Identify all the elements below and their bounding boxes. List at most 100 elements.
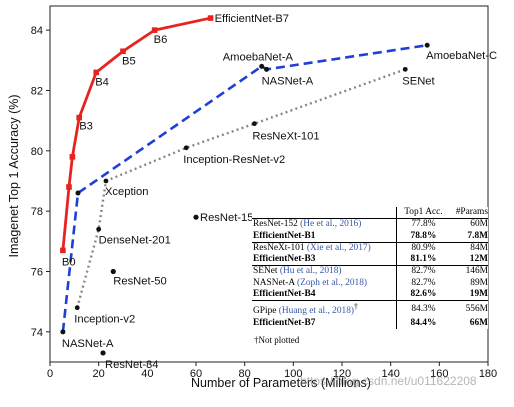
data-point	[183, 145, 189, 151]
data-point	[66, 184, 72, 190]
table-row: EfficientNet-B7 84.4% 66M	[252, 317, 488, 330]
table-row: SENet (Hu et al., 2018) 82.7% 146M	[252, 265, 488, 278]
model-name: EfficientNet-B4	[253, 289, 316, 300]
point-label: AmoebaNet-C	[426, 50, 497, 62]
y-tick-label: 74	[31, 327, 43, 339]
table-row: ResNet-152 (He et al., 2016) 77.8% 60M	[252, 218, 488, 231]
table-cell-accuracy: 82.7%	[395, 265, 448, 278]
point-label: AmoebaNet-A	[223, 51, 294, 63]
y-tick-label: 80	[31, 146, 43, 158]
table-cell-params: 556M	[447, 300, 488, 318]
data-point	[151, 27, 158, 33]
point-label: NASNet-A	[62, 338, 114, 350]
model-name: EfficientNet-B3	[253, 254, 316, 265]
point-label: ResNeXt-101	[252, 131, 319, 143]
table-cell-model: ResNet-152 (He et al., 2016)	[252, 218, 397, 231]
table-cell-params: 66M	[469, 317, 488, 328]
table-cell-accuracy: 78.8%	[395, 230, 448, 243]
axes: 0 20 40 60 80 100 120 140 160 180 74 76 78 80 82 84	[31, 5, 497, 380]
table-header-cell: #Params	[455, 207, 488, 217]
model-citation: (Hu et al., 2018)	[279, 266, 342, 277]
table-cell-params: 7.8M	[467, 230, 488, 241]
table-header-row: Top1 Acc. #Params	[252, 207, 488, 219]
watermark: https://blog.csdn.net/u011622208	[300, 374, 477, 388]
model-name: EfficientNet-B7	[253, 317, 316, 328]
table-cell-accuracy: 77.8%	[395, 218, 448, 231]
table-cell-accuracy: 82.6%	[395, 289, 448, 301]
table-row: GPipe (Huang et al., 2018)† 84.3% 556M	[252, 300, 488, 318]
y-tick-label: 76	[31, 266, 43, 278]
x-tick-label: 180	[479, 368, 497, 380]
data-point	[120, 48, 126, 55]
table-row: NASNet-A (Zoph et al., 2018) 82.7% 89M	[252, 277, 488, 290]
table-cell-model: EfficientNet-B1	[252, 231, 396, 243]
table-cell-params: 84M	[447, 241, 488, 255]
plot-frame	[49, 5, 489, 363]
y-tick-label: 84	[31, 25, 43, 37]
table-row: ResNeXt-101 (Xie et al., 2017) 80.9% 84M	[252, 241, 488, 255]
point-label: B0	[62, 256, 76, 268]
data-point	[60, 247, 66, 254]
point-labels: B0 B3 B4 B5 B6 EfficientNet-B7 NASNet-A AmoebaN…	[62, 13, 497, 371]
data-point	[207, 15, 214, 21]
x-tick-label: 40	[141, 368, 153, 380]
x-tick-label: 80	[239, 368, 251, 380]
table-cell-params: 19M	[469, 289, 488, 300]
point-label: ResNet-50	[113, 275, 166, 287]
point-label: ResNet-34	[105, 359, 158, 371]
data-point	[75, 190, 81, 196]
table-cell-accuracy: 80.9%	[395, 241, 448, 255]
data-point	[69, 154, 76, 160]
series-line-efficientnet	[61, 16, 211, 251]
x-tick-label: 0	[47, 368, 53, 380]
data-point	[252, 121, 257, 127]
table-cell-accuracy: 81.1%	[395, 254, 448, 266]
data-point	[193, 214, 199, 220]
data-point	[402, 66, 408, 72]
model-name: EfficientNet-B1	[253, 230, 316, 241]
point-label: NASNet-A	[262, 75, 314, 87]
not-plotted-mark: †	[354, 302, 358, 312]
series-line-nas	[61, 43, 428, 332]
table-cell-model: GPipe (Huang et al., 2018)†	[252, 300, 397, 318]
point-label: Xception	[105, 186, 149, 198]
table-cell-params: 146M	[447, 265, 488, 278]
x-tick-label: 20	[93, 368, 105, 380]
data-point	[76, 114, 82, 121]
data-point	[424, 42, 430, 48]
data-point	[264, 66, 270, 72]
table-row: EfficientNet-B4 82.6% 19M	[252, 289, 488, 301]
model-citation: (Zoph et al., 2018)	[297, 277, 368, 288]
data-point	[96, 226, 102, 232]
series-lines	[61, 16, 428, 332]
point-label: SENet	[402, 75, 435, 87]
point-label: B3	[79, 121, 93, 133]
table-cell-model: ResNeXt-101 (Xie et al., 2017)	[252, 241, 397, 255]
table-cell-accuracy: 84.4%	[395, 317, 448, 330]
y-tick-label: 82	[31, 85, 43, 97]
table-cell-model: NASNet-A (Zoph et al., 2018)	[252, 278, 396, 289]
data-point	[103, 178, 109, 184]
point-label: B5	[122, 55, 136, 67]
data-point	[74, 305, 80, 311]
table-cell-accuracy: 84.3%	[395, 300, 448, 318]
model-citation: (Xie et al., 2017)	[306, 242, 371, 253]
table-cell-model: EfficientNet-B3	[252, 254, 396, 266]
table-cell-params: 12M	[469, 254, 488, 265]
model-name: SENet	[253, 266, 278, 277]
point-label: EfficientNet-B7	[215, 13, 289, 25]
data-point	[259, 63, 265, 69]
model-citation: (Huang et al., 2018)	[278, 306, 355, 317]
x-tick-label: 60	[190, 368, 202, 380]
table-cell-model: EfficientNet-B7	[252, 318, 396, 329]
y-axis-label: Imagenet Top 1 Accuracy (%)	[7, 94, 21, 257]
model-name: NASNet-A	[253, 277, 295, 288]
table-cell-accuracy: 82.7%	[395, 277, 448, 290]
table-cell-params: 89M	[470, 277, 488, 288]
model-name: GPipe	[253, 306, 277, 317]
data-point	[93, 69, 100, 76]
table-cell-model: SENet (Hu et al., 2018)	[252, 265, 397, 278]
